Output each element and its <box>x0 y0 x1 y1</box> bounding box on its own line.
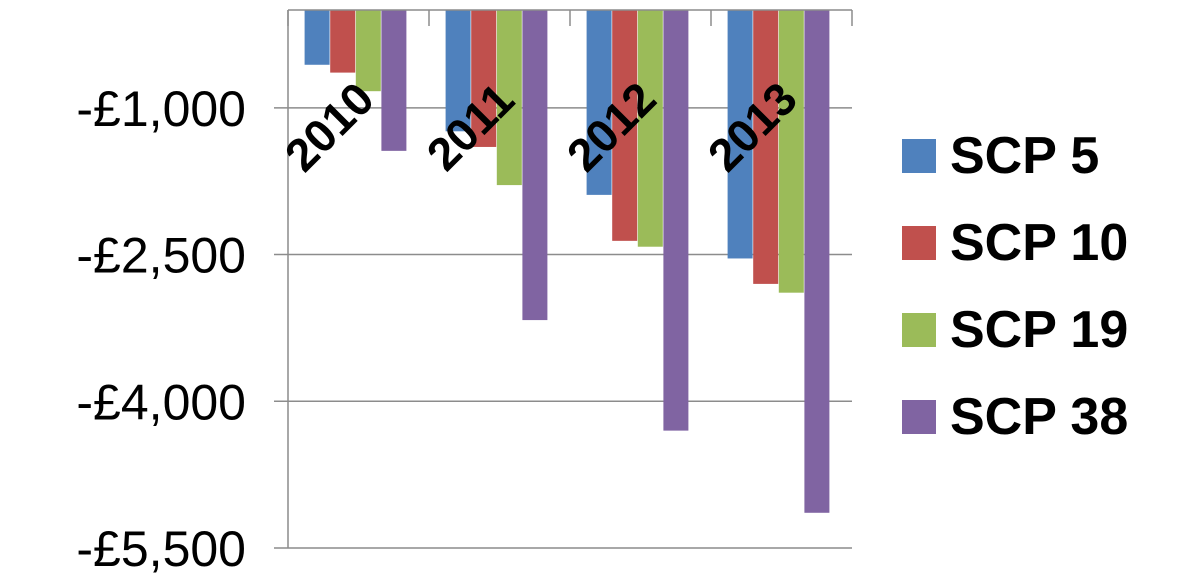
bar-scp-5-2012 <box>586 10 612 195</box>
legend-swatch <box>902 312 936 347</box>
y-axis-tick-labels: -£1,000 -£2,500 -£4,000 -£5,500 <box>76 81 246 575</box>
legend: SCP 5 SCP 10 SCP 19 SCP 38 <box>902 112 1178 460</box>
bars <box>304 10 830 513</box>
bar-scp-10-2012 <box>612 10 638 241</box>
bar-scp-38-2012 <box>663 10 689 431</box>
bar-scp-38-2013 <box>804 10 830 513</box>
bar-scp-19-2011 <box>496 10 522 186</box>
legend-item: SCP 19 <box>902 286 1178 373</box>
legend-label: SCP 38 <box>950 387 1129 446</box>
y-tick-label: -£2,500 <box>76 228 246 284</box>
bar-scp-19-2012 <box>637 10 663 247</box>
legend-swatch <box>902 138 936 173</box>
legend-item: SCP 10 <box>902 199 1178 286</box>
legend-item: SCP 38 <box>902 373 1178 460</box>
bar-scp-19-2013 <box>778 10 804 293</box>
bar-scp-10-2011 <box>471 10 497 147</box>
legend-label: SCP 10 <box>950 213 1129 272</box>
legend-label: SCP 19 <box>950 300 1129 359</box>
legend-item: SCP 5 <box>902 112 1178 199</box>
bar-scp-10-2013 <box>753 10 779 284</box>
bar-scp-19-2010 <box>355 10 381 92</box>
bar-scp-38-2011 <box>522 10 548 321</box>
bar-scp-38-2010 <box>381 10 407 151</box>
axes <box>287 9 853 548</box>
bar-scp-5-2013 <box>727 10 753 259</box>
y-tick-label: -£1,000 <box>76 81 246 137</box>
y-tick-label: -£4,000 <box>76 374 246 430</box>
bar-scp-5-2011 <box>445 10 471 132</box>
y-tick-label: -£5,500 <box>76 521 246 575</box>
bar-scp-5-2010 <box>304 10 330 65</box>
legend-label: SCP 5 <box>950 126 1100 185</box>
legend-swatch <box>902 225 936 260</box>
legend-swatch <box>902 399 936 434</box>
bar-scp-10-2010 <box>330 10 356 73</box>
